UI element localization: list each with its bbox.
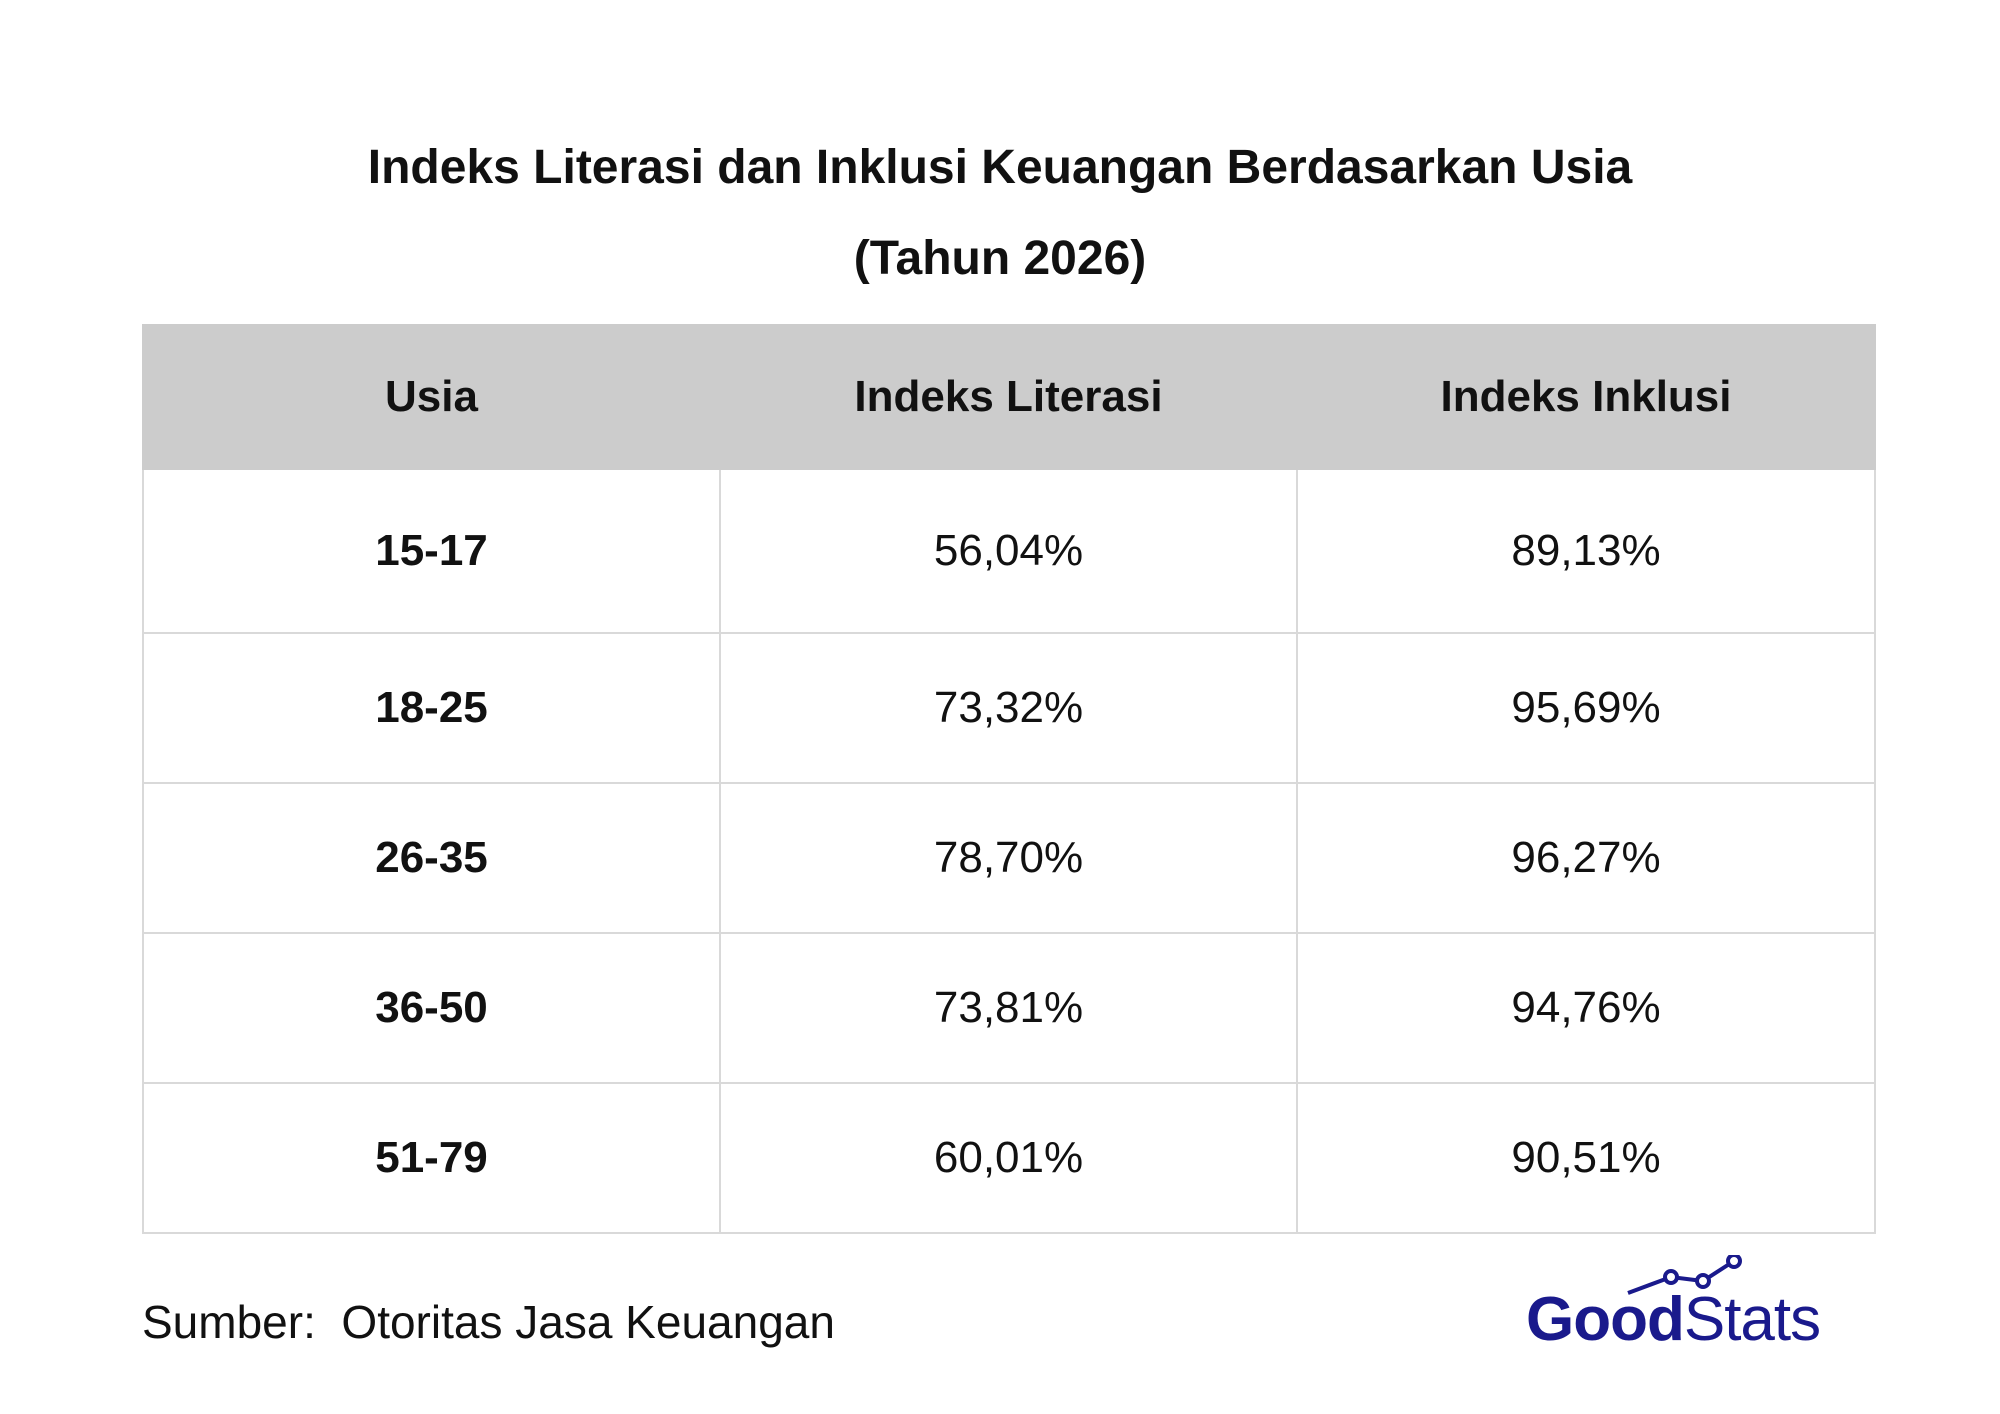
table-row: 18-25 73,32% 95,69% bbox=[142, 632, 1876, 784]
table-header-row: Usia Indeks Literasi Indeks Inklusi bbox=[142, 324, 1876, 470]
goodstats-logo: GoodStats bbox=[1526, 1255, 1878, 1355]
source-note: Sumber: Otoritas Jasa Keuangan bbox=[142, 1296, 835, 1348]
age-cell: 18-25 bbox=[142, 632, 721, 784]
data-table: Usia Indeks Literasi Indeks Inklusi 15-1… bbox=[142, 324, 1876, 1234]
age-cell: 51-79 bbox=[142, 1082, 721, 1234]
literasi-cell: 78,70% bbox=[719, 782, 1298, 934]
age-cell: 15-17 bbox=[142, 468, 721, 634]
literasi-cell: 56,04% bbox=[719, 468, 1298, 634]
inklusi-cell: 94,76% bbox=[1296, 932, 1876, 1084]
literasi-cell: 73,81% bbox=[719, 932, 1298, 1084]
inklusi-cell: 90,51% bbox=[1296, 1082, 1876, 1234]
chart-title: Indeks Literasi dan Inklusi Keuangan Ber… bbox=[367, 141, 1633, 194]
table-row: 26-35 78,70% 96,27% bbox=[142, 782, 1876, 934]
literasi-cell: 60,01% bbox=[719, 1082, 1298, 1234]
chart-subtitle: (Tahun 2026) bbox=[853, 232, 1147, 285]
logo-text-good: Good bbox=[1526, 1285, 1685, 1354]
inklusi-cell: 96,27% bbox=[1296, 782, 1876, 934]
age-cell: 26-35 bbox=[142, 782, 721, 934]
age-cell: 36-50 bbox=[142, 932, 721, 1084]
trend-line-icon bbox=[1627, 1255, 1742, 1295]
inklusi-cell: 89,13% bbox=[1296, 468, 1876, 634]
literasi-cell: 73,32% bbox=[719, 632, 1298, 784]
chart-title-block: Indeks Literasi dan Inklusi Keuangan Ber… bbox=[0, 138, 2000, 289]
column-header-usia: Usia bbox=[142, 324, 721, 470]
column-header-inklusi: Indeks Inklusi bbox=[1296, 324, 1876, 470]
logo-wordmark: GoodStats bbox=[1526, 1285, 1821, 1355]
table-row: 51-79 60,01% 90,51% bbox=[142, 1082, 1876, 1234]
table-row: 36-50 73,81% 94,76% bbox=[142, 932, 1876, 1084]
logo-text-stats: Stats bbox=[1683, 1285, 1821, 1354]
table-header: Usia Indeks Literasi Indeks Inklusi bbox=[142, 324, 1876, 470]
table-row: 15-17 56,04% 89,13% bbox=[142, 468, 1876, 634]
table-body: 15-17 56,04% 89,13% 18-25 73,32% 95,69% … bbox=[142, 468, 1876, 1234]
inklusi-cell: 95,69% bbox=[1296, 632, 1876, 784]
column-header-literasi: Indeks Literasi bbox=[719, 324, 1298, 470]
